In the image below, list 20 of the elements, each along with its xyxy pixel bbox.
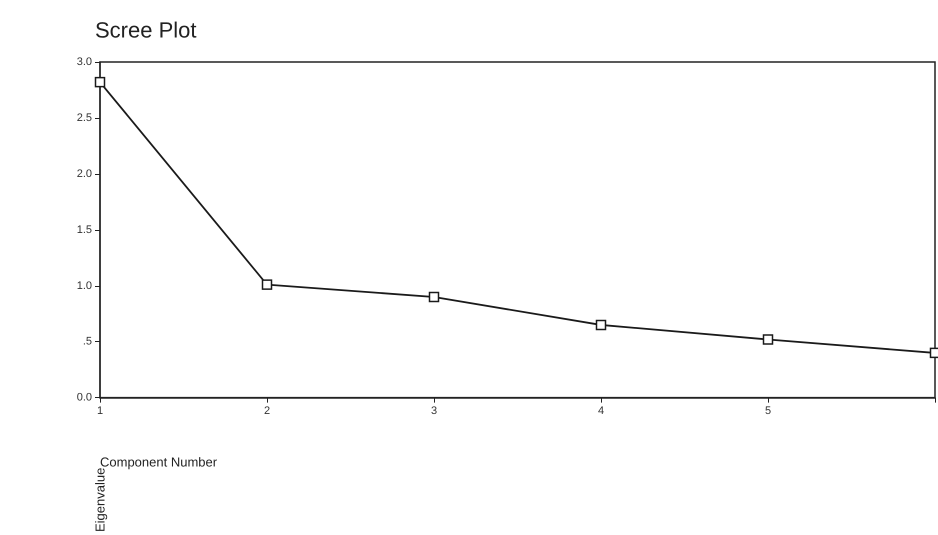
x-tick-label: 1 (96, 405, 104, 418)
y-tick-label: .5 (82, 336, 92, 348)
y-tick-label: 1.5 (76, 224, 92, 236)
x-tick-label: 3 (430, 405, 438, 418)
x-tick-label: 5 (764, 405, 772, 418)
y-axis-title: Eigenvalue (92, 468, 108, 532)
y-tick-label: 3.0 (76, 56, 92, 68)
point (262, 279, 272, 290)
point (762, 334, 774, 345)
y-tick-label: 2.5 (76, 112, 92, 124)
x-tick-label: 2 (264, 405, 270, 418)
x-axis-title: Component Number (100, 454, 218, 470)
point (596, 320, 606, 330)
chart-title: Scree Plot (95, 18, 196, 42)
y-tick-label: 2.0 (76, 168, 92, 180)
x-tick-label: 4 (598, 405, 604, 418)
point (428, 292, 440, 302)
point (94, 76, 106, 88)
y-tick-label: 0.0 (76, 392, 92, 404)
y-tick-label: 1.0 (76, 280, 92, 292)
